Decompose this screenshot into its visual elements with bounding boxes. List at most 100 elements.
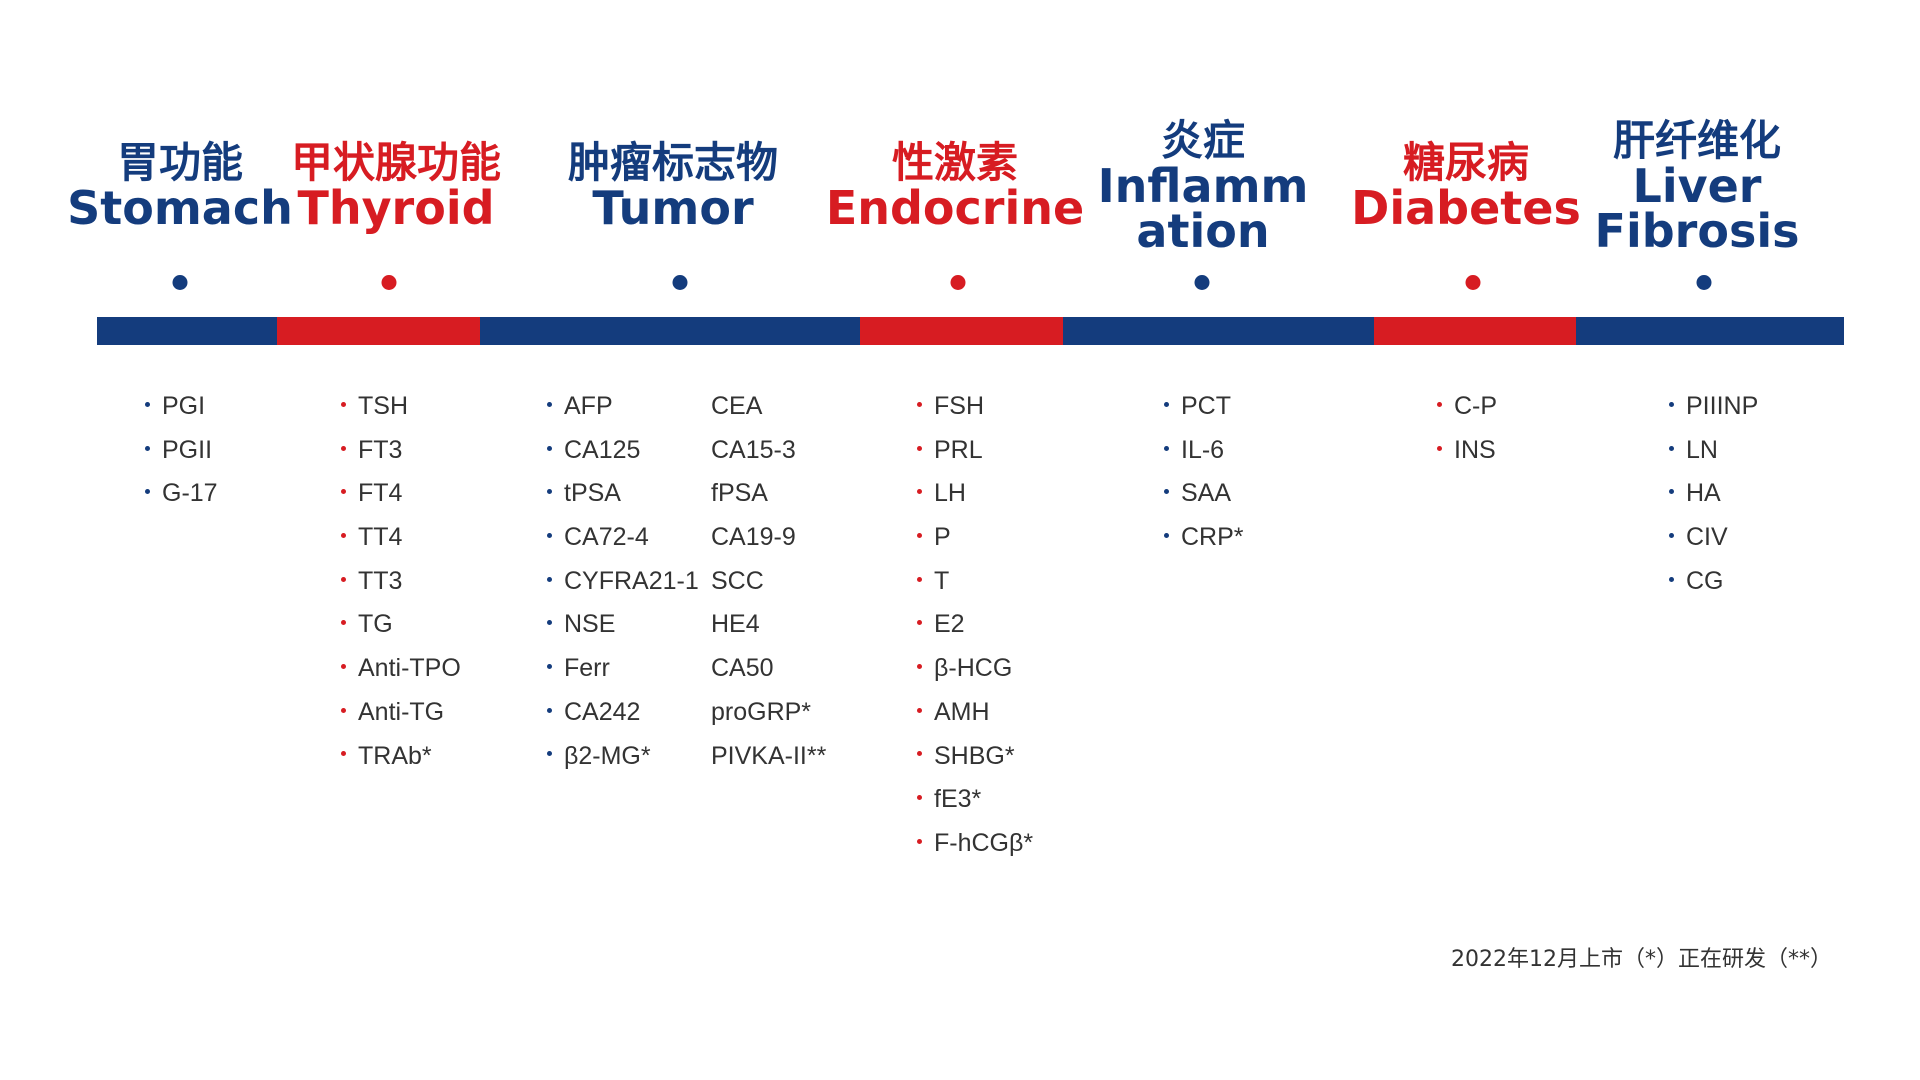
list-stomach: PGI PGII G-17 (145, 388, 218, 519)
title-inflammation: 炎症 Inflamm ation (1097, 118, 1309, 258)
list-item: LN (1669, 432, 1758, 476)
list-item: HA (1669, 475, 1758, 519)
bullet-icon (547, 664, 552, 670)
list-item: AMH (917, 694, 1033, 738)
timeline-segment-inflammation (1063, 317, 1374, 345)
bullet-icon (1669, 445, 1674, 451)
bullet-icon (341, 664, 346, 670)
list-item: PGI (145, 388, 218, 432)
title-inflammation-en-line2: ation (1136, 204, 1270, 258)
bullet-icon (547, 532, 552, 538)
title-stomach-zh: 胃功能 (116, 138, 243, 187)
list-item: NSE (547, 606, 699, 650)
list-item: CA15-3 (711, 435, 796, 464)
list-item: CG (1669, 563, 1758, 607)
list-item: fPSA (711, 479, 768, 508)
list-item: CEA (711, 392, 763, 420)
list-item: β2-MG* (547, 738, 699, 782)
list-item: C-P (1437, 388, 1497, 432)
bullet-icon (917, 664, 922, 670)
marker-dot-liver (1696, 275, 1712, 290)
bullet-icon (1437, 445, 1442, 451)
bullet-icon (917, 751, 922, 757)
timeline-segment-thyroid (277, 317, 480, 345)
list-item: E2 (917, 606, 1033, 650)
list-item: LH (917, 475, 1033, 519)
bullet-icon (547, 620, 552, 626)
bullet-icon (341, 576, 346, 582)
list-item: PGII (145, 432, 218, 476)
bullet-icon (145, 445, 150, 451)
marker-dot-stomach (172, 275, 188, 290)
marker-dot-tumor (672, 275, 688, 290)
timeline-segment-tumor (480, 317, 860, 345)
list-item: TG (341, 606, 461, 650)
bullet-icon (1669, 576, 1674, 582)
title-endocrine-zh: 性激素 (891, 138, 1018, 187)
list-inflammation: PCT IL-6 SAA CRP* (1164, 388, 1244, 563)
bullet-icon (917, 838, 922, 844)
title-endocrine-en: Endocrine (825, 181, 1085, 235)
bullet-icon (917, 489, 922, 495)
list-item: SCC (711, 566, 764, 595)
bullet-icon (547, 445, 552, 451)
title-inflammation-en-line1: Inflamm (1097, 159, 1309, 213)
bullet-icon (1437, 401, 1442, 407)
list-item: TRAb* (341, 738, 461, 782)
list-item: INS (1437, 432, 1497, 476)
bullet-icon (341, 445, 346, 451)
title-endocrine: 性激素 Endocrine (825, 138, 1085, 235)
title-tumor-zh: 肿瘤标志物 (567, 138, 779, 187)
title-thyroid: 甲状腺功能 Thyroid (290, 138, 502, 235)
bullet-icon (1164, 489, 1169, 495)
title-diabetes-en: Diabetes (1351, 181, 1581, 235)
list-item: CRP* (1164, 519, 1244, 563)
bullet-icon (547, 576, 552, 582)
title-tumor: 肿瘤标志物 Tumor (567, 138, 779, 232)
marker-dot-thyroid (381, 275, 397, 290)
list-item: TT3 (341, 563, 461, 607)
title-thyroid-en: Thyroid (297, 181, 495, 235)
list-item: PIIINP (1669, 388, 1758, 432)
bullet-icon (1669, 489, 1674, 495)
title-stomach: 胃功能 Stomach (67, 138, 293, 232)
list-item: TT4 (341, 519, 461, 563)
title-diabetes: 糖尿病 Diabetes (1351, 140, 1581, 235)
bullet-icon (917, 795, 922, 801)
bullet-icon (1164, 532, 1169, 538)
marker-dot-endocrine (950, 275, 966, 290)
bullet-icon (341, 489, 346, 495)
bullet-icon (917, 707, 922, 713)
title-thyroid-zh: 甲状腺功能 (290, 138, 502, 187)
list-item: β-HCG (917, 650, 1033, 694)
list-item: P (917, 519, 1033, 563)
list-item: CA125 (547, 432, 699, 476)
list-thyroid: TSH FT3 FT4 TT4 TT3 TG Anti-TPO Anti-TG … (341, 388, 461, 781)
list-item: TSH (341, 388, 461, 432)
bullet-icon (547, 489, 552, 495)
marker-dot-inflammation (1194, 275, 1210, 290)
list-item: CA19-9 (711, 523, 796, 552)
list-item: FSH (917, 388, 1033, 432)
list-item: HE4 (711, 610, 760, 639)
list-diabetes: C-P INS (1437, 388, 1497, 475)
bullet-icon (547, 401, 552, 407)
bullet-icon (917, 401, 922, 407)
bullet-icon (145, 489, 150, 495)
list-item: IL-6 (1164, 432, 1244, 476)
timeline-segment-endocrine (860, 317, 1063, 345)
list-item: PRL (917, 432, 1033, 476)
list-item: Anti-TPO (341, 650, 461, 694)
list-item: CYFRA21-1 (547, 563, 699, 607)
timeline-segment-liver (1576, 317, 1844, 345)
footnote: 2022年12月上市（*）正在研发（**） (1451, 947, 1832, 972)
list-item: T (917, 563, 1033, 607)
marker-dot-diabetes (1465, 275, 1481, 290)
list-item: Anti-TG (341, 694, 461, 738)
bullet-icon (341, 707, 346, 713)
title-liver-en-line1: Liver (1632, 159, 1762, 213)
timeline-segment-diabetes (1374, 317, 1576, 345)
list-item: CA50 (711, 654, 774, 683)
list-item: CA72-4 (547, 519, 699, 563)
bullet-icon (547, 707, 552, 713)
